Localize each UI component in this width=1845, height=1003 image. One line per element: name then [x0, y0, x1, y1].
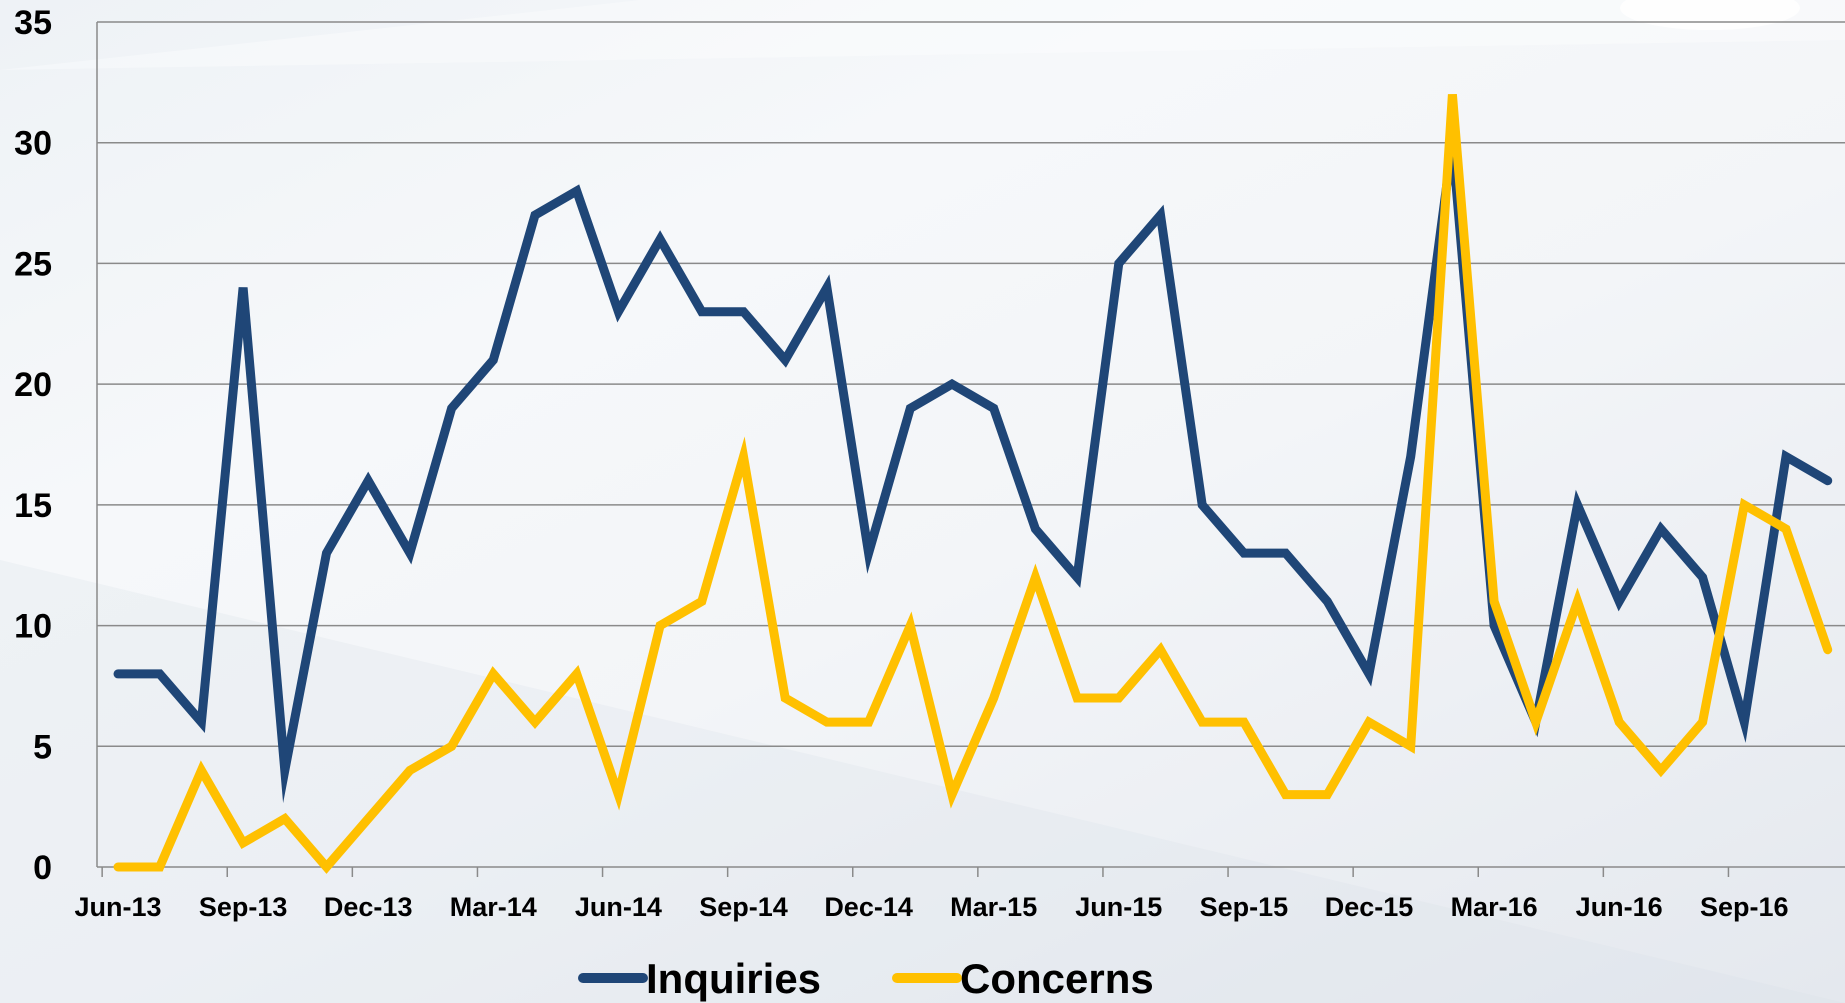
gridlines [97, 21, 1845, 748]
x-tick-label: Jun-16 [1576, 892, 1663, 922]
y-tick-label: 0 [33, 849, 52, 887]
x-tick-label: Mar-14 [450, 892, 537, 922]
legend-label-inquiries: Inquiries [646, 955, 821, 1002]
y-tick-label: 20 [14, 366, 52, 404]
legend: Inquiries Concerns [578, 955, 1154, 1002]
x-tick-label: Jun-15 [1075, 892, 1162, 922]
series-lines [113, 94, 1833, 874]
series-line-concerns [113, 94, 1833, 874]
x-tick-labels: Jun-13 Sep-13 Dec-13 Mar-14 Jun-14 Sep-14 Dec-… [74, 892, 1788, 922]
y-tick-label: 15 [14, 487, 52, 525]
x-tick-label: Sep-14 [699, 892, 788, 922]
x-tick-label: Dec-14 [824, 892, 913, 922]
x-tick-label: Dec-13 [324, 892, 413, 922]
y-tick-label: 5 [33, 728, 52, 766]
legend-label-concerns: Concerns [960, 955, 1154, 1002]
x-tick-label: Sep-15 [1200, 892, 1289, 922]
axes [96, 22, 1845, 877]
y-tick-label: 35 [14, 4, 52, 42]
x-tick-label: Jun-14 [575, 892, 662, 922]
x-tick-label: Dec-15 [1325, 892, 1414, 922]
y-tick-label: 10 [14, 608, 52, 646]
y-tick-label: 30 [14, 125, 52, 163]
y-tick-labels: 0 5 10 15 20 25 30 35 [14, 4, 52, 887]
x-tick-label: Sep-13 [199, 892, 288, 922]
x-tick-label: Jun-13 [74, 892, 161, 922]
series-line-inquiries [113, 101, 1833, 804]
x-tick-label: Mar-16 [1451, 892, 1538, 922]
y-tick-label: 25 [14, 245, 52, 283]
x-tick-label: Sep-16 [1700, 892, 1789, 922]
x-tick-label: Mar-15 [950, 892, 1037, 922]
